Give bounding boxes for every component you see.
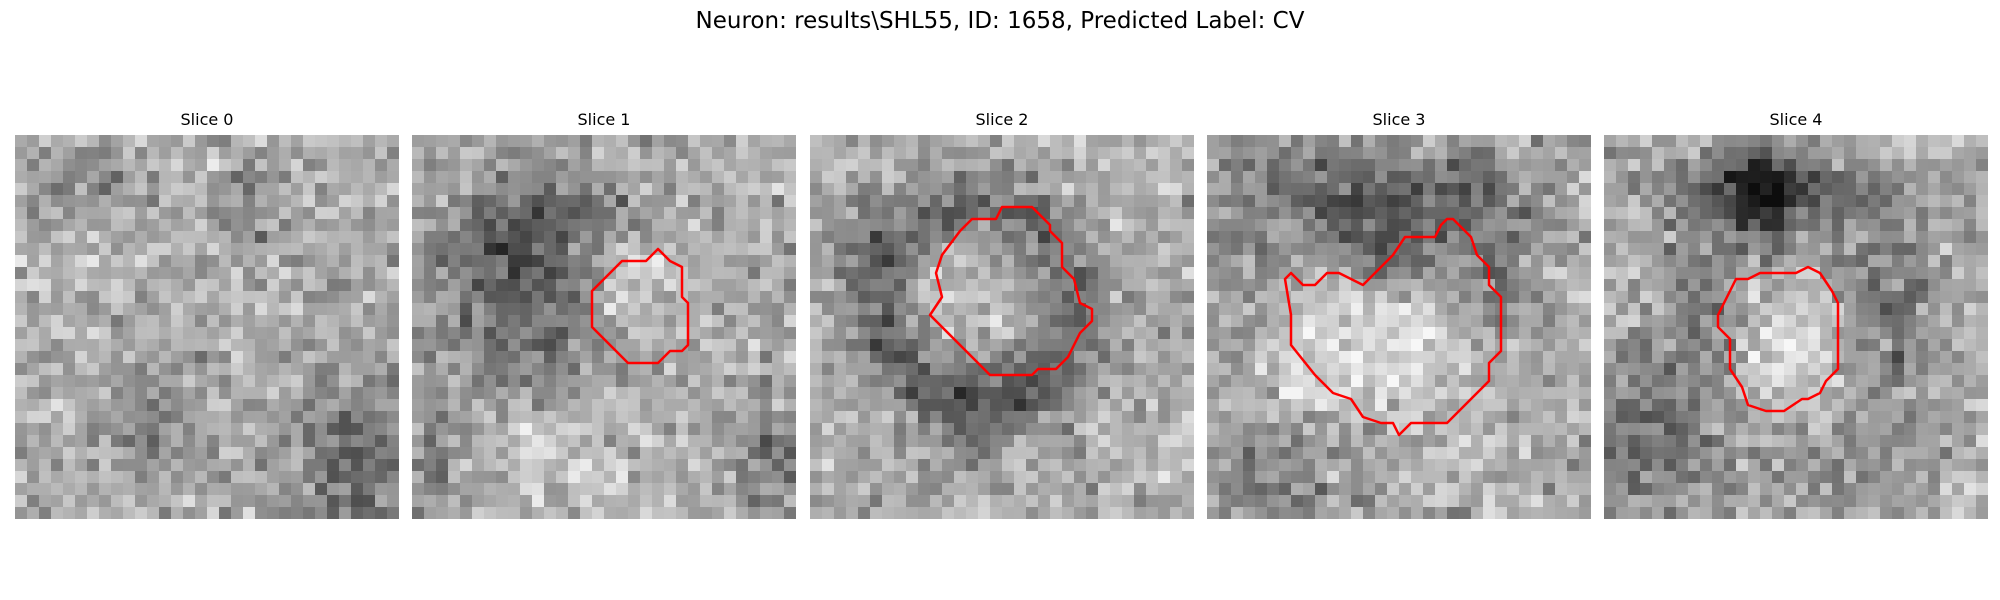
roi-contour-1 (590, 247, 690, 365)
slice-panel-1: Slice 1 (412, 108, 796, 520)
figure-title: Neuron: results\SHL55, ID: 1658, Predict… (695, 8, 1305, 34)
roi-contour-2 (928, 205, 1094, 377)
micrograph-0 (15, 135, 399, 519)
slice-image-2 (810, 135, 1194, 519)
slice-panel-3: Slice 3 (1207, 108, 1591, 520)
slice-title-1: Slice 1 (577, 110, 631, 129)
micrograph-1 (412, 135, 796, 519)
slice-title-3: Slice 3 (1372, 110, 1426, 129)
slice-title-0: Slice 0 (180, 110, 234, 129)
slice-image-3 (1207, 135, 1591, 519)
slice-panel-2: Slice 2 (810, 108, 1194, 520)
slice-title-2: Slice 2 (975, 110, 1029, 129)
roi-contour-3 (1283, 217, 1503, 437)
micrograph-3 (1207, 135, 1591, 519)
slice-image-0 (15, 135, 399, 519)
roi-contour-4 (1716, 265, 1840, 413)
slice-panel-0: Slice 0 (15, 108, 399, 520)
micrograph-4 (1604, 135, 1988, 519)
slice-image-4 (1604, 135, 1988, 519)
micrograph-2 (810, 135, 1194, 519)
slice-title-4: Slice 4 (1769, 110, 1823, 129)
slice-image-1 (412, 135, 796, 519)
slice-panel-4: Slice 4 (1604, 108, 1988, 520)
